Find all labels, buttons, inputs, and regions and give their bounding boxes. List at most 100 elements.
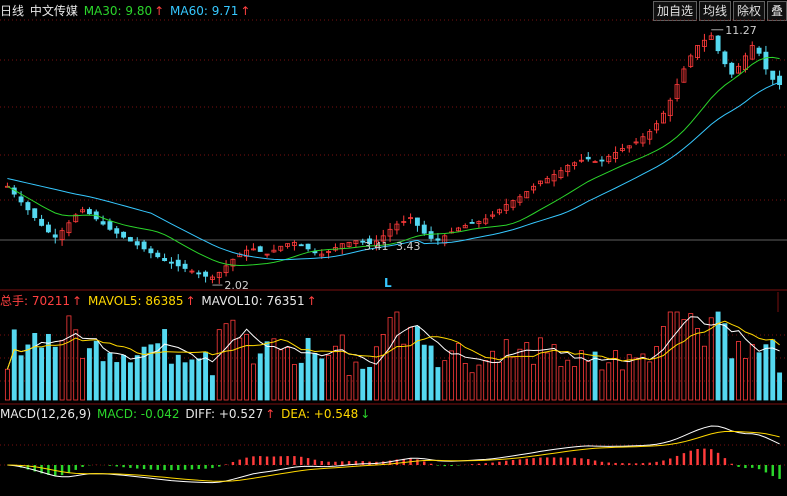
volume-bar — [339, 334, 345, 401]
volume-bar — [312, 352, 318, 401]
mavol10-up-arrow: ↑ — [306, 294, 317, 308]
candle-body — [155, 252, 161, 258]
candle-body — [408, 217, 414, 219]
low-marker: L — [384, 276, 392, 290]
candle-body — [585, 156, 591, 160]
volume-bar — [736, 341, 742, 401]
volume-bar — [11, 329, 17, 401]
candle-body — [606, 155, 612, 163]
high-price-label: 11.27 — [725, 24, 757, 37]
candle-body — [647, 131, 653, 140]
candle-body — [45, 224, 51, 233]
candle-body — [695, 45, 701, 58]
volume-bars — [4, 311, 783, 401]
volume-bar — [606, 362, 612, 401]
candle-body — [134, 241, 140, 246]
candle-body — [654, 123, 660, 131]
candle-body — [510, 200, 516, 208]
candle-body — [770, 70, 776, 80]
price-annotations: 11.27 2.02 3.41 3.43 L — [212, 24, 757, 292]
volume-bar — [476, 364, 482, 401]
add-watchlist-button[interactable]: 加自选 — [652, 1, 697, 21]
candle-body — [223, 265, 229, 274]
low-price-label: 2.02 — [224, 279, 249, 292]
volume-bar — [619, 369, 625, 401]
volume-bar — [592, 351, 598, 401]
candle-body — [257, 246, 263, 252]
candle-body — [517, 196, 523, 203]
candle-body — [66, 222, 72, 234]
volume-bar — [39, 347, 45, 401]
volume-bar — [490, 350, 496, 401]
volume-bar — [148, 344, 154, 401]
candle-body — [613, 151, 619, 159]
volume-bar — [421, 344, 427, 401]
candle-body — [168, 261, 174, 264]
candle-body — [435, 238, 441, 241]
candle-body — [736, 65, 742, 74]
volume-bar — [667, 311, 673, 401]
ma60-label: MA60: 9.71 — [170, 4, 239, 18]
volume-bar — [45, 333, 51, 401]
volume-bar — [599, 369, 605, 401]
volume-bar — [4, 368, 10, 401]
ma60-up-arrow: ↑ — [240, 4, 251, 18]
candle-body — [626, 145, 632, 149]
ma30-line — [7, 56, 780, 267]
volume-bar — [360, 368, 366, 401]
candle-body — [107, 221, 113, 230]
ex-rights-button[interactable]: 除权 — [732, 1, 765, 21]
diff-label: DIFF: +0.527 — [185, 407, 264, 421]
candle-body — [182, 263, 188, 269]
candle-body — [278, 245, 284, 251]
volume-bar — [298, 362, 304, 401]
candle-body — [483, 218, 489, 224]
volume-bar — [121, 354, 127, 401]
volume-bar — [660, 326, 666, 401]
dea-line — [7, 430, 780, 482]
moving-average-button[interactable]: 均线 — [698, 1, 731, 21]
overlay-button[interactable]: 叠 — [766, 1, 787, 21]
candle-body — [551, 174, 557, 182]
stock-name: 中文传媒 — [29, 4, 78, 18]
mavol5-up-arrow: ↑ — [185, 294, 196, 308]
volume-bar — [483, 360, 489, 401]
volume-bar — [380, 333, 386, 401]
candle-body — [319, 253, 325, 257]
candle-body — [503, 204, 509, 211]
volume-bar — [729, 358, 735, 401]
volume-bar — [503, 339, 509, 401]
candle-body — [777, 75, 783, 85]
price-header: 日线 中文传媒 MA30: 9.80 ↑ MA60: 9.71 ↑ — [0, 2, 252, 20]
candle-body — [39, 218, 45, 226]
period-label[interactable]: 日线 — [0, 4, 25, 18]
candle-body — [462, 225, 468, 229]
volume-bar — [52, 346, 58, 401]
mavol10-line — [6, 320, 780, 370]
candle-body — [565, 165, 571, 173]
candle-body — [722, 51, 728, 65]
candle-body — [394, 223, 400, 231]
volume-bar — [257, 353, 263, 401]
volume-header: 总手: 70211 ↑ MAVOL5: 86385 ↑ MAVOL10: 76351… — [0, 292, 319, 310]
candle-body — [756, 47, 762, 54]
candle-body — [387, 228, 393, 237]
candle-body — [749, 45, 755, 60]
volume-bar — [722, 323, 728, 401]
volume-bar — [742, 358, 748, 401]
candle-body — [18, 196, 24, 203]
candle-body — [244, 249, 250, 257]
volume-bar — [510, 356, 516, 401]
mavol10-label: MAVOL10: 76351 — [201, 294, 305, 308]
volume-bar — [80, 357, 86, 401]
candlestick-series — [4, 32, 783, 284]
candle-body — [544, 178, 550, 184]
candle-body — [380, 235, 386, 242]
volume-bar — [155, 343, 161, 401]
candle-body — [32, 208, 38, 218]
volume-bar — [626, 354, 632, 401]
dea-down-arrow: ↓ — [360, 407, 371, 421]
volume-bar — [100, 361, 106, 401]
candle-body — [25, 202, 31, 211]
